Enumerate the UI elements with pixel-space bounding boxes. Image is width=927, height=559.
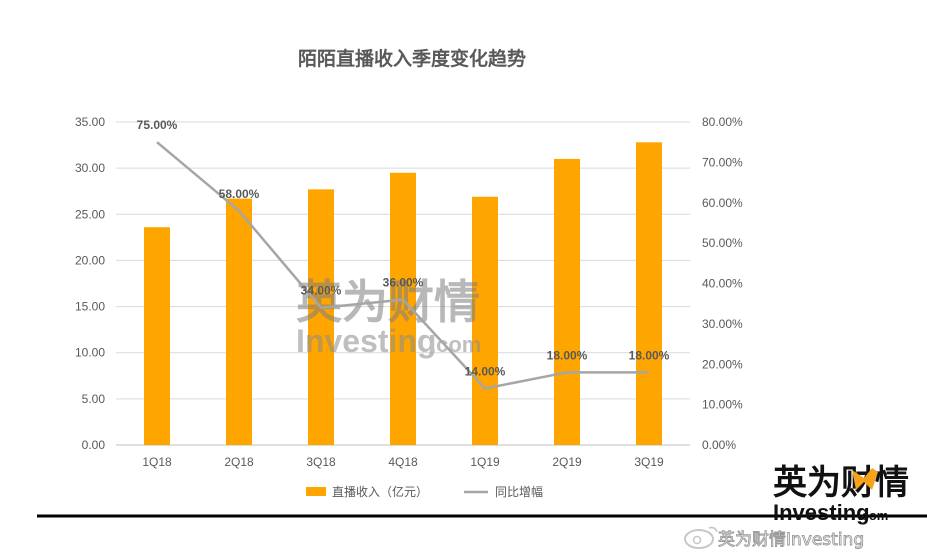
left-tick-label: 35.00 xyxy=(75,115,105,129)
x-tick-label: 4Q18 xyxy=(388,455,418,469)
right-axis-ticks: 0.00% 10.00% 20.00% 30.00% 40.00% 50.00% 60.00… xyxy=(702,115,743,452)
right-tick-label: 10.00% xyxy=(702,398,743,412)
left-tick-label: 20.00 xyxy=(75,253,105,267)
right-tick-label: 20.00% xyxy=(702,357,743,371)
right-tick-label: 0.00% xyxy=(702,438,736,452)
bar xyxy=(554,158,580,445)
data-labels: 75.00% 58.00% 34.00% 36.00% 14.00% 18.00% 18.0… xyxy=(137,118,670,378)
x-tick-label: 2Q19 xyxy=(552,455,582,469)
right-tick-label: 60.00% xyxy=(702,196,743,210)
x-tick-label: 3Q18 xyxy=(306,455,336,469)
bar-series xyxy=(144,142,662,445)
left-tick-label: 0.00 xyxy=(82,438,106,452)
line-data-label: 58.00% xyxy=(219,187,260,201)
logo-domain: .com xyxy=(858,508,888,523)
bar xyxy=(226,198,252,445)
weibo-watermark: 英为财情Investing xyxy=(684,526,865,550)
right-tick-label: 70.00% xyxy=(702,155,743,169)
right-tick-label: 30.00% xyxy=(702,317,743,331)
legend: 直播收入（亿元） 同比增幅 xyxy=(306,484,543,499)
legend-bar-swatch xyxy=(306,487,326,496)
logo-cn: 英为财情 xyxy=(773,463,909,503)
weibo-handle: 英为财情Investing xyxy=(718,530,864,550)
x-axis-ticks: 1Q18 2Q18 3Q18 4Q18 1Q19 2Q19 3Q19 xyxy=(142,455,664,469)
left-tick-label: 5.00 xyxy=(82,392,106,406)
legend-bar-label: 直播收入（亿元） xyxy=(332,484,428,499)
watermark-en: Investing xyxy=(296,323,436,359)
line-data-label: 14.00% xyxy=(465,364,506,378)
bar xyxy=(308,189,334,445)
line-data-label: 18.00% xyxy=(547,348,588,362)
line-data-label: 18.00% xyxy=(629,348,670,362)
investing-logo: 英为财情 Investing .com xyxy=(773,463,909,525)
line-data-label: 75.00% xyxy=(137,118,178,132)
left-tick-label: 10.00 xyxy=(75,346,105,360)
line-series xyxy=(156,141,649,390)
weibo-icon xyxy=(684,526,718,549)
chart-title: 陌陌直播收入季度变化趋势 xyxy=(298,47,526,70)
left-tick-label: 25.00 xyxy=(75,207,105,221)
line-data-label: 34.00% xyxy=(301,284,342,298)
x-tick-label: 2Q18 xyxy=(224,455,254,469)
right-tick-label: 40.00% xyxy=(702,277,743,291)
bar xyxy=(636,142,662,445)
logo-arrow-icon xyxy=(852,468,878,490)
legend-line-label: 同比增幅 xyxy=(495,484,543,499)
x-tick-label: 3Q19 xyxy=(634,455,664,469)
left-tick-label: 30.00 xyxy=(75,161,105,175)
x-tick-label: 1Q19 xyxy=(470,455,500,469)
right-tick-label: 50.00% xyxy=(702,236,743,250)
bar xyxy=(144,227,170,445)
line-data-label: 36.00% xyxy=(383,276,424,290)
x-tick-label: 1Q18 xyxy=(142,455,172,469)
bar xyxy=(472,196,498,445)
line-path xyxy=(156,141,649,390)
watermark-domain: .com xyxy=(430,332,481,357)
left-tick-label: 15.00 xyxy=(75,300,105,314)
left-axis-ticks: 0.00 5.00 10.00 15.00 20.00 25.00 30.00 35.00 xyxy=(75,115,105,452)
right-tick-label: 80.00% xyxy=(702,115,743,129)
logo-en: Investing xyxy=(773,500,870,525)
